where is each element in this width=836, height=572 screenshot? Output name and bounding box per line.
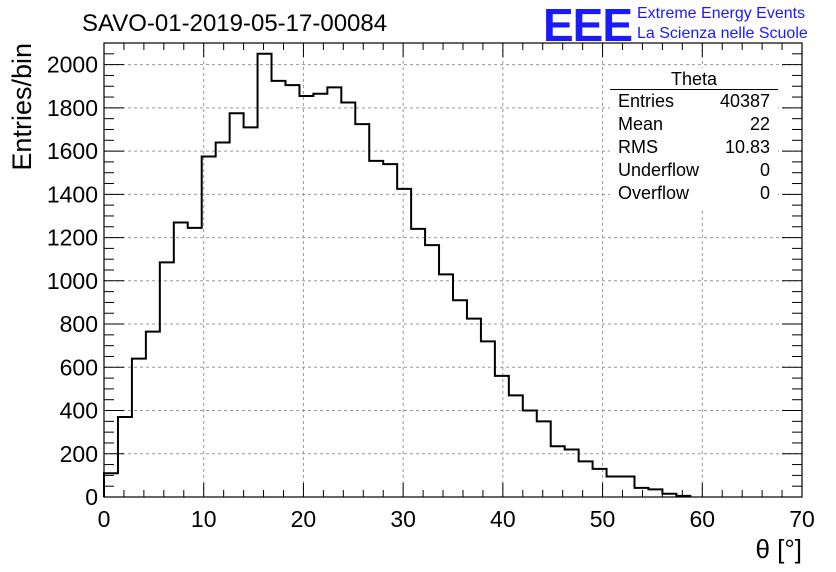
histogram-bin: [118, 417, 132, 497]
stats-row-rms: RMS 10.83: [610, 136, 778, 159]
histogram-bin: [160, 262, 174, 497]
y-tick-label: 1800: [47, 95, 98, 121]
x-tick-label: 70: [789, 506, 815, 532]
histogram-bin: [299, 96, 313, 497]
y-tick-label: 600: [60, 354, 98, 380]
stats-label: Overflow: [618, 183, 690, 203]
histogram-bin: [341, 102, 355, 497]
histogram-bin: [634, 488, 648, 497]
histogram-bin: [174, 222, 188, 497]
stats-row-entries: Entries 40387: [610, 90, 778, 113]
x-tick-label: 20: [291, 506, 317, 532]
histogram-bin: [425, 245, 439, 497]
histogram-bin: [188, 228, 202, 497]
eee-logo-line-2: La Scienza nelle Scuole: [637, 25, 808, 42]
x-axis-label: θ [°]: [755, 534, 802, 564]
y-tick-label: 0: [85, 484, 98, 510]
histogram-bin: [397, 189, 411, 497]
y-tick-label: 200: [60, 441, 98, 467]
histogram-bin: [216, 142, 230, 497]
histogram-bin: [313, 94, 327, 497]
stats-value: 10.83: [724, 137, 770, 157]
stats-title: Theta: [610, 68, 778, 90]
x-tick-label: 60: [689, 506, 715, 532]
x-tick-label: 50: [590, 506, 616, 532]
stats-value: 0: [759, 183, 770, 203]
histogram-bin: [146, 332, 160, 497]
histogram-bin: [230, 113, 244, 497]
histogram-line: [103, 52, 692, 497]
histogram-bin: [383, 164, 397, 497]
histogram-bin: [355, 124, 369, 497]
histogram-bin: [272, 81, 286, 497]
y-tick-label: 800: [60, 311, 98, 337]
x-tick-label: 30: [390, 506, 416, 532]
stats-row-mean: Mean 22: [610, 113, 778, 136]
stats-value: 0: [759, 160, 770, 180]
histogram-bin: [565, 449, 579, 497]
stats-label: RMS: [618, 137, 658, 157]
y-tick-label: 1400: [47, 181, 98, 207]
histogram-bin: [244, 127, 258, 497]
eee-logo-line-1: Extreme Energy Events: [637, 5, 806, 22]
stats-label: Entries: [618, 91, 675, 111]
stats-row-overflow: Overflow 0: [610, 182, 778, 205]
histogram-bin: [411, 229, 425, 497]
histogram-bin: [453, 300, 467, 497]
stats-label: Underflow: [618, 160, 700, 180]
histogram-bin: [495, 376, 509, 497]
histogram-bin: [104, 473, 118, 497]
y-tick-label: 1600: [47, 138, 98, 164]
y-tick-label: 1000: [47, 268, 98, 294]
histogram-bin: [327, 87, 341, 497]
histogram-bin: [285, 85, 299, 497]
stats-value: 40387: [719, 91, 770, 111]
histogram-bin: [467, 319, 481, 497]
y-tick-label: 2000: [47, 52, 98, 78]
histogram-bin: [648, 489, 662, 497]
x-tick-label: 40: [490, 506, 516, 532]
stats-row-underflow: Underflow 0: [610, 159, 778, 182]
y-tick-label: 400: [60, 398, 98, 424]
stats-value: 22: [749, 114, 770, 134]
y-axis-label: Entries/bin: [7, 43, 37, 171]
x-tick-label: 0: [98, 506, 111, 532]
stats-label: Mean: [618, 114, 664, 134]
histogram-bin: [369, 161, 383, 497]
histogram-bin: [579, 461, 593, 497]
histogram-bin: [481, 341, 495, 497]
histogram-bin: [439, 274, 453, 497]
x-tick-label: 10: [191, 506, 217, 532]
stats-box: Theta Entries 40387 Mean 22 RMS 10.83 Un…: [610, 68, 778, 208]
histogram-bin: [132, 359, 146, 497]
run-title: SAVO-01-2019-05-17-00084: [82, 10, 388, 37]
histogram-bin: [537, 421, 551, 497]
eee-logo-mark: EEE: [543, 0, 633, 51]
eee-logo: EEE Extreme Energy Events La Scienza nel…: [543, 0, 833, 51]
y-tick-label: 1200: [47, 225, 98, 251]
histogram-bin: [258, 54, 272, 497]
histogram-bin: [607, 476, 621, 497]
histogram-bin: [593, 469, 607, 497]
